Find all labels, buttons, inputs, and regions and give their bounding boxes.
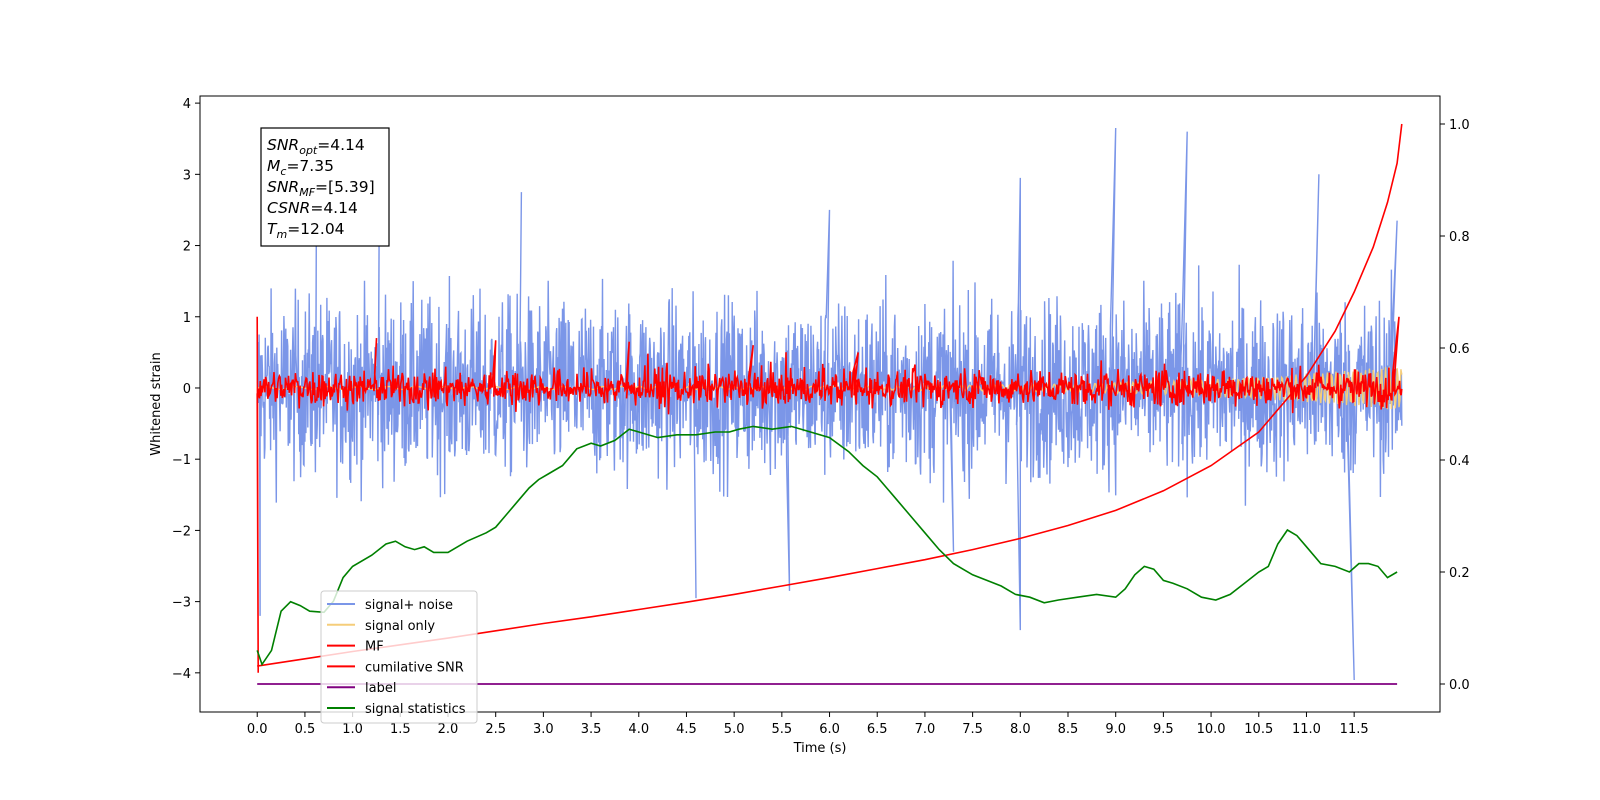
x-tick-label: 4.0 [628, 722, 649, 737]
series-mf [256, 316, 1403, 673]
x-tick-label: 2.0 [438, 722, 459, 737]
x-tick-label: 11.0 [1292, 722, 1321, 737]
x-tick-label: 0.5 [295, 722, 316, 737]
plot-frame [199, 95, 1441, 713]
annotation-line: Tm=12.04 [267, 220, 345, 241]
x-tick-label: 0.0 [247, 722, 268, 737]
annotation-line: CSNR=4.14 [267, 199, 358, 217]
legend-label: signal+ noise [365, 598, 453, 613]
x-tick-label: 1.5 [390, 722, 411, 737]
y2-tick-label: 0.2 [1449, 566, 1470, 581]
x-tick-label: 6.5 [867, 722, 888, 737]
y-axis-right: 0.0 0.2 0.4 0.6 0.8 1.0 [1440, 118, 1470, 693]
y2-tick-label: 0.6 [1449, 342, 1470, 357]
y-tick-label: 1 [183, 311, 191, 326]
y-tick-label: 0 [183, 382, 191, 397]
y2-tick-label: 0.0 [1449, 678, 1470, 693]
series-signal-statistics [256, 425, 1398, 667]
x-tick-label: 4.5 [676, 722, 697, 737]
annotation-line: SNRopt=4.14 [267, 136, 365, 157]
legend-label: MF [365, 640, 384, 655]
x-tick-label: 6.0 [819, 722, 840, 737]
series-cumulative-snr [257, 123, 1403, 667]
y-tick-label: −1 [172, 453, 191, 468]
x-tick-label: 8.0 [1010, 722, 1031, 737]
x-tick-label: 9.5 [1153, 722, 1174, 737]
y-tick-label: −3 [172, 596, 191, 611]
legend: signal+ noise signal only MF cumilative SNR… [320, 590, 478, 724]
series-signal-noise [256, 127, 1403, 681]
y-tick-label: 3 [183, 168, 191, 183]
x-tick-label: 5.0 [724, 722, 745, 737]
x-tick-label: 10.0 [1197, 722, 1226, 737]
x-tick-label: 8.5 [1058, 722, 1079, 737]
legend-label: signal statistics [365, 702, 466, 717]
y-tick-label: 2 [183, 240, 191, 255]
x-axis-label: Time (s) [793, 741, 847, 756]
legend-frame [320, 590, 478, 724]
legend-label: signal only [365, 619, 435, 634]
x-tick-label: 1.0 [342, 722, 363, 737]
y-axis-left: −4 −3 −2 −1 0 1 2 3 4 [172, 97, 200, 682]
x-tick-label: 2.5 [485, 722, 506, 737]
y-tick-label: 4 [183, 97, 191, 112]
y2-tick-label: 0.8 [1449, 230, 1470, 245]
x-tick-label: 9.0 [1105, 722, 1126, 737]
x-axis: 0.0 0.5 1.0 1.5 2.0 2.5 3.0 3.5 4.0 4.5 5.0 5.5 6.0 6… [247, 712, 1369, 737]
x-tick-label: 7.5 [962, 722, 983, 737]
y-tick-label: −4 [172, 667, 191, 682]
legend-label: cumilative SNR [365, 660, 464, 675]
legend-label: label [365, 681, 396, 696]
annotation-frame [260, 127, 390, 247]
annotation-line: SNRMF=[5.39] [267, 178, 375, 199]
x-tick-label: 10.5 [1244, 722, 1273, 737]
y2-tick-label: 0.4 [1449, 454, 1470, 469]
x-tick-label: 3.5 [581, 722, 602, 737]
x-tick-label: 7.0 [915, 722, 936, 737]
y-tick-label: −2 [172, 524, 191, 539]
annotation-line: Mc=7.35 [267, 157, 334, 178]
x-tick-label: 5.5 [772, 722, 793, 737]
x-tick-label: 11.5 [1340, 722, 1369, 737]
y2-tick-label: 1.0 [1449, 118, 1470, 133]
y-axis-label: Whitened strain [149, 352, 164, 455]
x-tick-label: 3.0 [533, 722, 554, 737]
